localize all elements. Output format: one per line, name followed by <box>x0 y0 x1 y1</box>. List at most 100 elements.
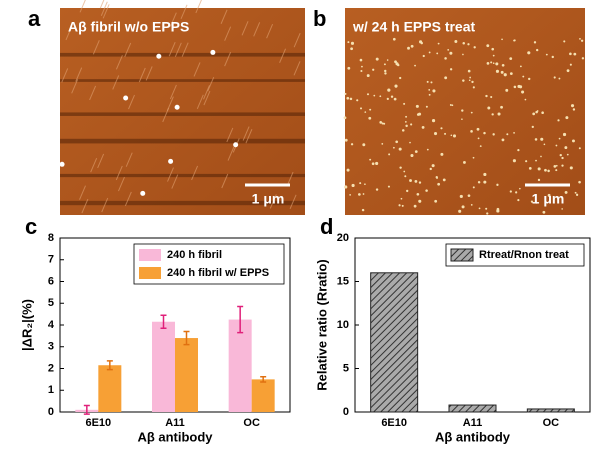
legend-swatch <box>450 248 474 262</box>
fibril <box>102 4 110 19</box>
fibril <box>115 165 123 181</box>
fibril <box>196 94 204 110</box>
particle <box>562 132 567 137</box>
fibril <box>171 174 179 189</box>
fibril <box>289 194 297 209</box>
particle <box>528 77 531 81</box>
particle <box>542 210 546 214</box>
fibril <box>169 84 177 100</box>
particle <box>495 62 499 66</box>
particle <box>401 129 405 132</box>
particle <box>410 123 413 126</box>
x-axis-label: Aβ antibody <box>435 429 511 444</box>
particle <box>449 68 453 71</box>
particle <box>555 164 558 167</box>
error-bar <box>106 360 113 371</box>
particle <box>513 39 515 42</box>
particle <box>564 190 568 194</box>
y-tick-label: 0 <box>48 406 54 418</box>
legend-label: 240 h fibril w/ EPPS <box>167 267 269 279</box>
x-tick-label: A11 <box>165 417 185 429</box>
particle <box>530 200 534 203</box>
particle <box>540 137 544 141</box>
particle <box>359 58 363 62</box>
particle <box>428 93 431 96</box>
fibril <box>269 194 277 209</box>
particle <box>366 74 370 78</box>
particle <box>349 97 353 101</box>
image-caption: w/ 24 h EPPS treat <box>352 19 475 35</box>
particle <box>397 63 400 67</box>
particle <box>563 40 566 43</box>
particle <box>555 169 558 172</box>
particle <box>561 164 564 167</box>
afm-image <box>345 8 585 215</box>
particle <box>394 60 397 64</box>
y-tick-label: 1 <box>48 384 54 396</box>
particle <box>558 137 561 140</box>
particle <box>350 47 353 51</box>
fibril <box>174 42 182 58</box>
particle <box>421 125 425 129</box>
particle <box>450 134 453 137</box>
particle <box>535 110 538 114</box>
particle <box>449 104 452 106</box>
scale-bar-label: 1 μm <box>532 191 565 207</box>
particle <box>553 76 556 79</box>
fibril <box>242 126 250 141</box>
particle <box>369 108 372 111</box>
particle <box>361 65 363 68</box>
particle <box>362 143 366 147</box>
particle <box>461 205 465 209</box>
fibril-streak <box>60 79 305 82</box>
particle <box>404 175 407 178</box>
fibril <box>224 26 232 41</box>
y-tick-label: 0 <box>343 406 349 418</box>
particle <box>406 189 409 193</box>
legend-swatch <box>139 249 161 261</box>
particle <box>486 212 489 215</box>
particle <box>414 150 418 153</box>
particle <box>393 97 397 101</box>
fibril <box>169 12 177 27</box>
y-tick-label: 2 <box>48 362 54 374</box>
legend-box <box>445 243 585 267</box>
particle <box>444 132 447 135</box>
particle <box>575 193 579 196</box>
particle <box>458 209 462 213</box>
particle <box>349 194 351 196</box>
particle <box>414 179 418 183</box>
fibril <box>266 23 274 39</box>
y-tick-label: 6 <box>48 275 54 287</box>
particle <box>422 54 425 58</box>
fibril <box>227 146 235 161</box>
particle <box>519 187 521 190</box>
particle <box>559 153 562 157</box>
particle <box>444 76 448 80</box>
fibril <box>293 32 301 48</box>
particle <box>551 55 554 59</box>
particle <box>379 121 383 124</box>
y-tick-label: 4 <box>48 319 55 331</box>
particle <box>358 193 361 196</box>
particle <box>428 88 431 91</box>
particle <box>383 122 386 125</box>
particle <box>364 111 367 113</box>
bar <box>526 408 575 413</box>
fibril <box>226 127 234 143</box>
particle <box>430 81 433 84</box>
particle <box>452 134 457 138</box>
particle <box>479 145 482 148</box>
fibril-streak <box>60 173 305 178</box>
particle <box>461 109 464 112</box>
x-tick-label: A11 <box>463 417 483 429</box>
particle <box>483 131 486 135</box>
particle <box>174 104 180 110</box>
legend-label: 240 h fibril <box>167 249 222 261</box>
particle <box>540 155 542 158</box>
fibril <box>81 198 89 214</box>
particle <box>426 148 429 151</box>
particle <box>512 159 516 163</box>
particle <box>513 132 515 134</box>
particle <box>558 77 561 80</box>
